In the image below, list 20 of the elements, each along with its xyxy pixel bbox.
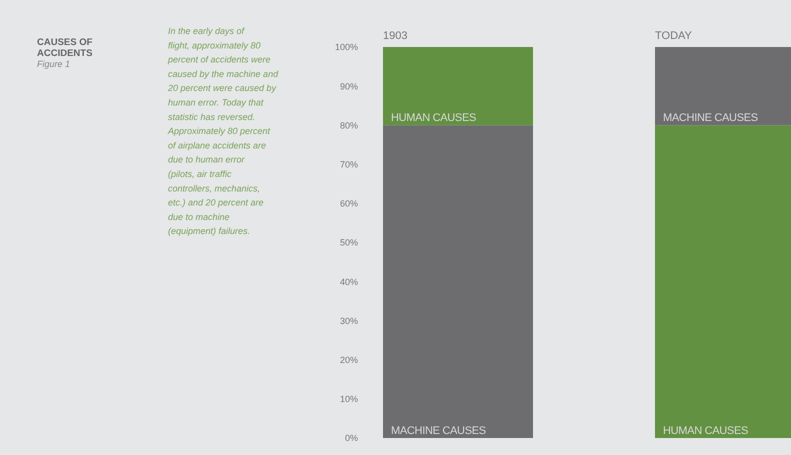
text: CAUSES OF ACCIDENTS [37,37,93,59]
annotation: MACHINE CAUSES [663,112,758,124]
annotation: HUMAN CAUSES [391,112,476,124]
x-tick-label: 1903 [383,30,408,42]
y-tick-label: 50% [340,238,358,248]
x-tick-label: TODAY [655,30,693,42]
y-tick-label: 10% [340,394,358,404]
annotation: MACHINE CAUSES [391,425,486,437]
y-tick-label: 100% [334,42,358,52]
y-tick-label: 80% [340,120,358,130]
y-tick-label: 90% [340,81,358,92]
y-tick-label: 30% [340,316,358,326]
y-tick-label: 0% [344,433,358,444]
y-tick-label: 70% [340,159,358,170]
annotation: HUMAN CAUSES [663,425,748,437]
y-tick-label: 20% [340,354,358,365]
text: In the early days of flight, approximately 80 percent of accidents were caused by the machine and 20 percent were caused by human error. Today that statistic has reversed. Approximately 80 percent of airplane accidents are due to human error (pilots, air traffic controllers, mechanics, etc.) and 20 percent are due to machine (equipment) failures. [168,26,278,236]
y-tick-label: 40% [340,276,358,287]
y-tick-label: 60% [340,198,358,209]
text: Figure 1 [37,59,70,69]
